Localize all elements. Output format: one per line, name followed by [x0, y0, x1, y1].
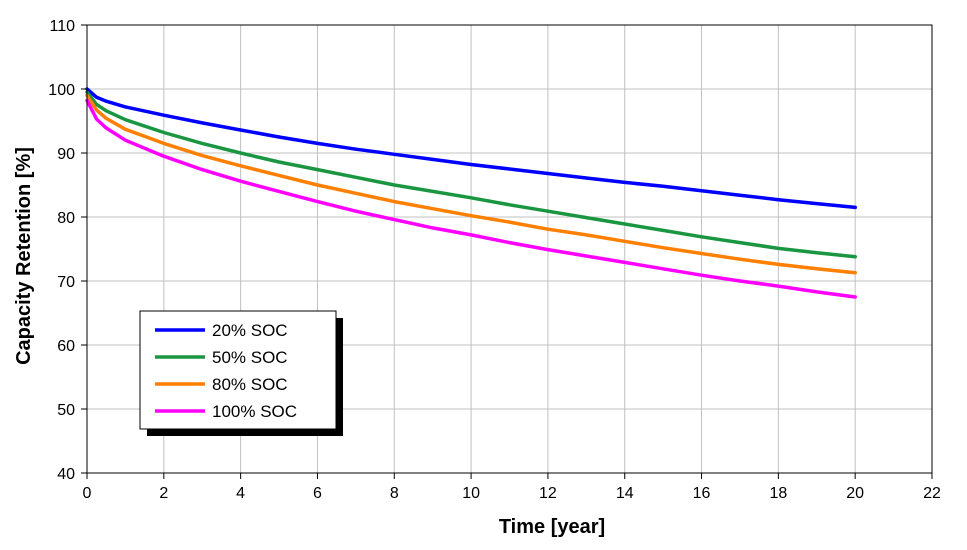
series-line-80-soc: [85, 93, 857, 275]
series-line-100-soc: [85, 98, 857, 299]
x-tick-label: 8: [390, 485, 399, 502]
x-tick-label: 18: [769, 485, 787, 502]
y-axis-ticks: 40 50 60 70 80 90 100 110: [48, 18, 87, 483]
legend-label-50-soc: 50% SOC: [212, 348, 288, 367]
x-tick-label: 20: [846, 485, 864, 502]
y-tick-label: 110: [49, 18, 75, 35]
y-tick-label: 80: [57, 210, 75, 227]
series-line-50-soc: [85, 90, 857, 259]
series-lines: [85, 87, 857, 299]
y-tick-label: 50: [57, 402, 75, 419]
x-tick-label: 2: [159, 485, 168, 502]
x-tick-label: 22: [923, 485, 941, 502]
y-tick-label: 100: [48, 82, 75, 99]
y-tick-label: 70: [57, 274, 75, 291]
series-line-20-soc: [85, 87, 857, 210]
legend-label-20-soc: 20% SOC: [212, 321, 288, 340]
x-tick-label: 12: [539, 485, 557, 502]
legend: 20% SOC 50% SOC 80% SOC 100% SOC: [139, 310, 343, 436]
y-tick-label: 40: [57, 466, 75, 483]
legend-label-80-soc: 80% SOC: [212, 375, 288, 394]
x-axis-title: Time [year]: [499, 516, 605, 538]
x-tick-label: 14: [616, 485, 634, 502]
y-tick-label: 60: [57, 338, 75, 355]
x-tick-label: 10: [462, 485, 480, 502]
y-axis-title: Capacity Retention [%]: [13, 147, 35, 365]
x-tick-label: 0: [83, 485, 92, 502]
x-tick-label: 16: [693, 485, 711, 502]
grid: [87, 25, 932, 473]
x-tick-label: 6: [313, 485, 322, 502]
x-axis-ticks: 0 2 4 6 8 10 12 14 16 18 20 22: [83, 473, 941, 502]
x-tick-label: 4: [236, 485, 245, 502]
y-tick-label: 90: [57, 146, 75, 163]
plot-frame: [86, 24, 933, 474]
legend-label-100-soc: 100% SOC: [212, 402, 297, 421]
